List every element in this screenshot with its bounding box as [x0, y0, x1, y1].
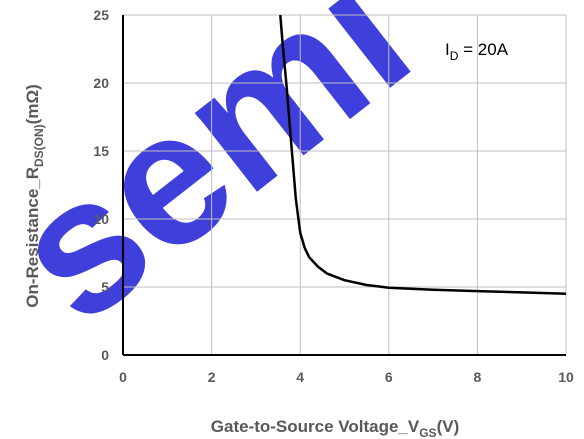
series-line	[279, 14, 567, 296]
axes	[122, 15, 566, 356]
y-tick-label: 0	[101, 347, 109, 363]
x-tick-label: 4	[296, 369, 304, 385]
x-tick-label: 10	[558, 369, 574, 385]
y-axis-title: On-Resistance_RDS(ON)(mΩ)	[23, 84, 46, 308]
x-tick-label: 6	[385, 369, 393, 385]
watermark-text: semi	[0, 0, 447, 362]
annotation-label: ID = 20A	[445, 40, 509, 63]
grid	[123, 14, 567, 355]
y-tick-label: 20	[93, 75, 109, 91]
x-tick-label: 8	[474, 369, 482, 385]
y-tick-label: 15	[93, 143, 109, 159]
watermark: semi	[0, 0, 447, 362]
x-tick-label: 2	[208, 369, 216, 385]
y-tick-label: 10	[93, 211, 109, 227]
tick-labels: 0 2 4 6 8 10 0 5 10 15 20 25	[93, 7, 574, 385]
x-axis-title: Gate-to-Source Voltage_VGS(V)	[211, 417, 459, 439]
x-tick-label: 0	[119, 369, 127, 385]
y-tick-label: 5	[101, 279, 109, 295]
y-tick-label: 25	[93, 7, 109, 23]
series-lines	[279, 14, 567, 296]
